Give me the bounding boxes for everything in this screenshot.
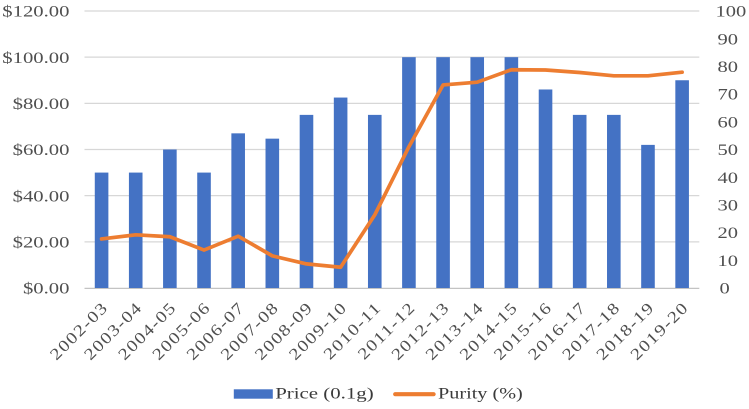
svg-text:60: 60 bbox=[718, 113, 739, 131]
svg-text:0: 0 bbox=[720, 280, 730, 298]
svg-text:$120.00: $120.00 bbox=[2, 3, 69, 21]
svg-text:50: 50 bbox=[718, 141, 739, 159]
svg-text:$60.00: $60.00 bbox=[13, 141, 70, 159]
svg-text:10: 10 bbox=[718, 252, 739, 270]
svg-text:90: 90 bbox=[718, 30, 739, 48]
svg-text:70: 70 bbox=[718, 86, 739, 104]
svg-text:$20.00: $20.00 bbox=[13, 233, 70, 251]
svg-text:$40.00: $40.00 bbox=[13, 187, 70, 205]
svg-text:80: 80 bbox=[718, 58, 739, 76]
svg-text:40: 40 bbox=[718, 169, 739, 187]
svg-text:$80.00: $80.00 bbox=[13, 95, 70, 113]
svg-text:20: 20 bbox=[718, 224, 739, 242]
svg-text:30: 30 bbox=[718, 196, 739, 214]
svg-text:$100.00: $100.00 bbox=[2, 49, 69, 67]
svg-text:$0.00: $0.00 bbox=[23, 280, 70, 298]
svg-text:Purity (%): Purity (%) bbox=[438, 384, 523, 403]
svg-text:100: 100 bbox=[716, 3, 747, 21]
svg-text:Price (0.1g): Price (0.1g) bbox=[275, 385, 373, 403]
